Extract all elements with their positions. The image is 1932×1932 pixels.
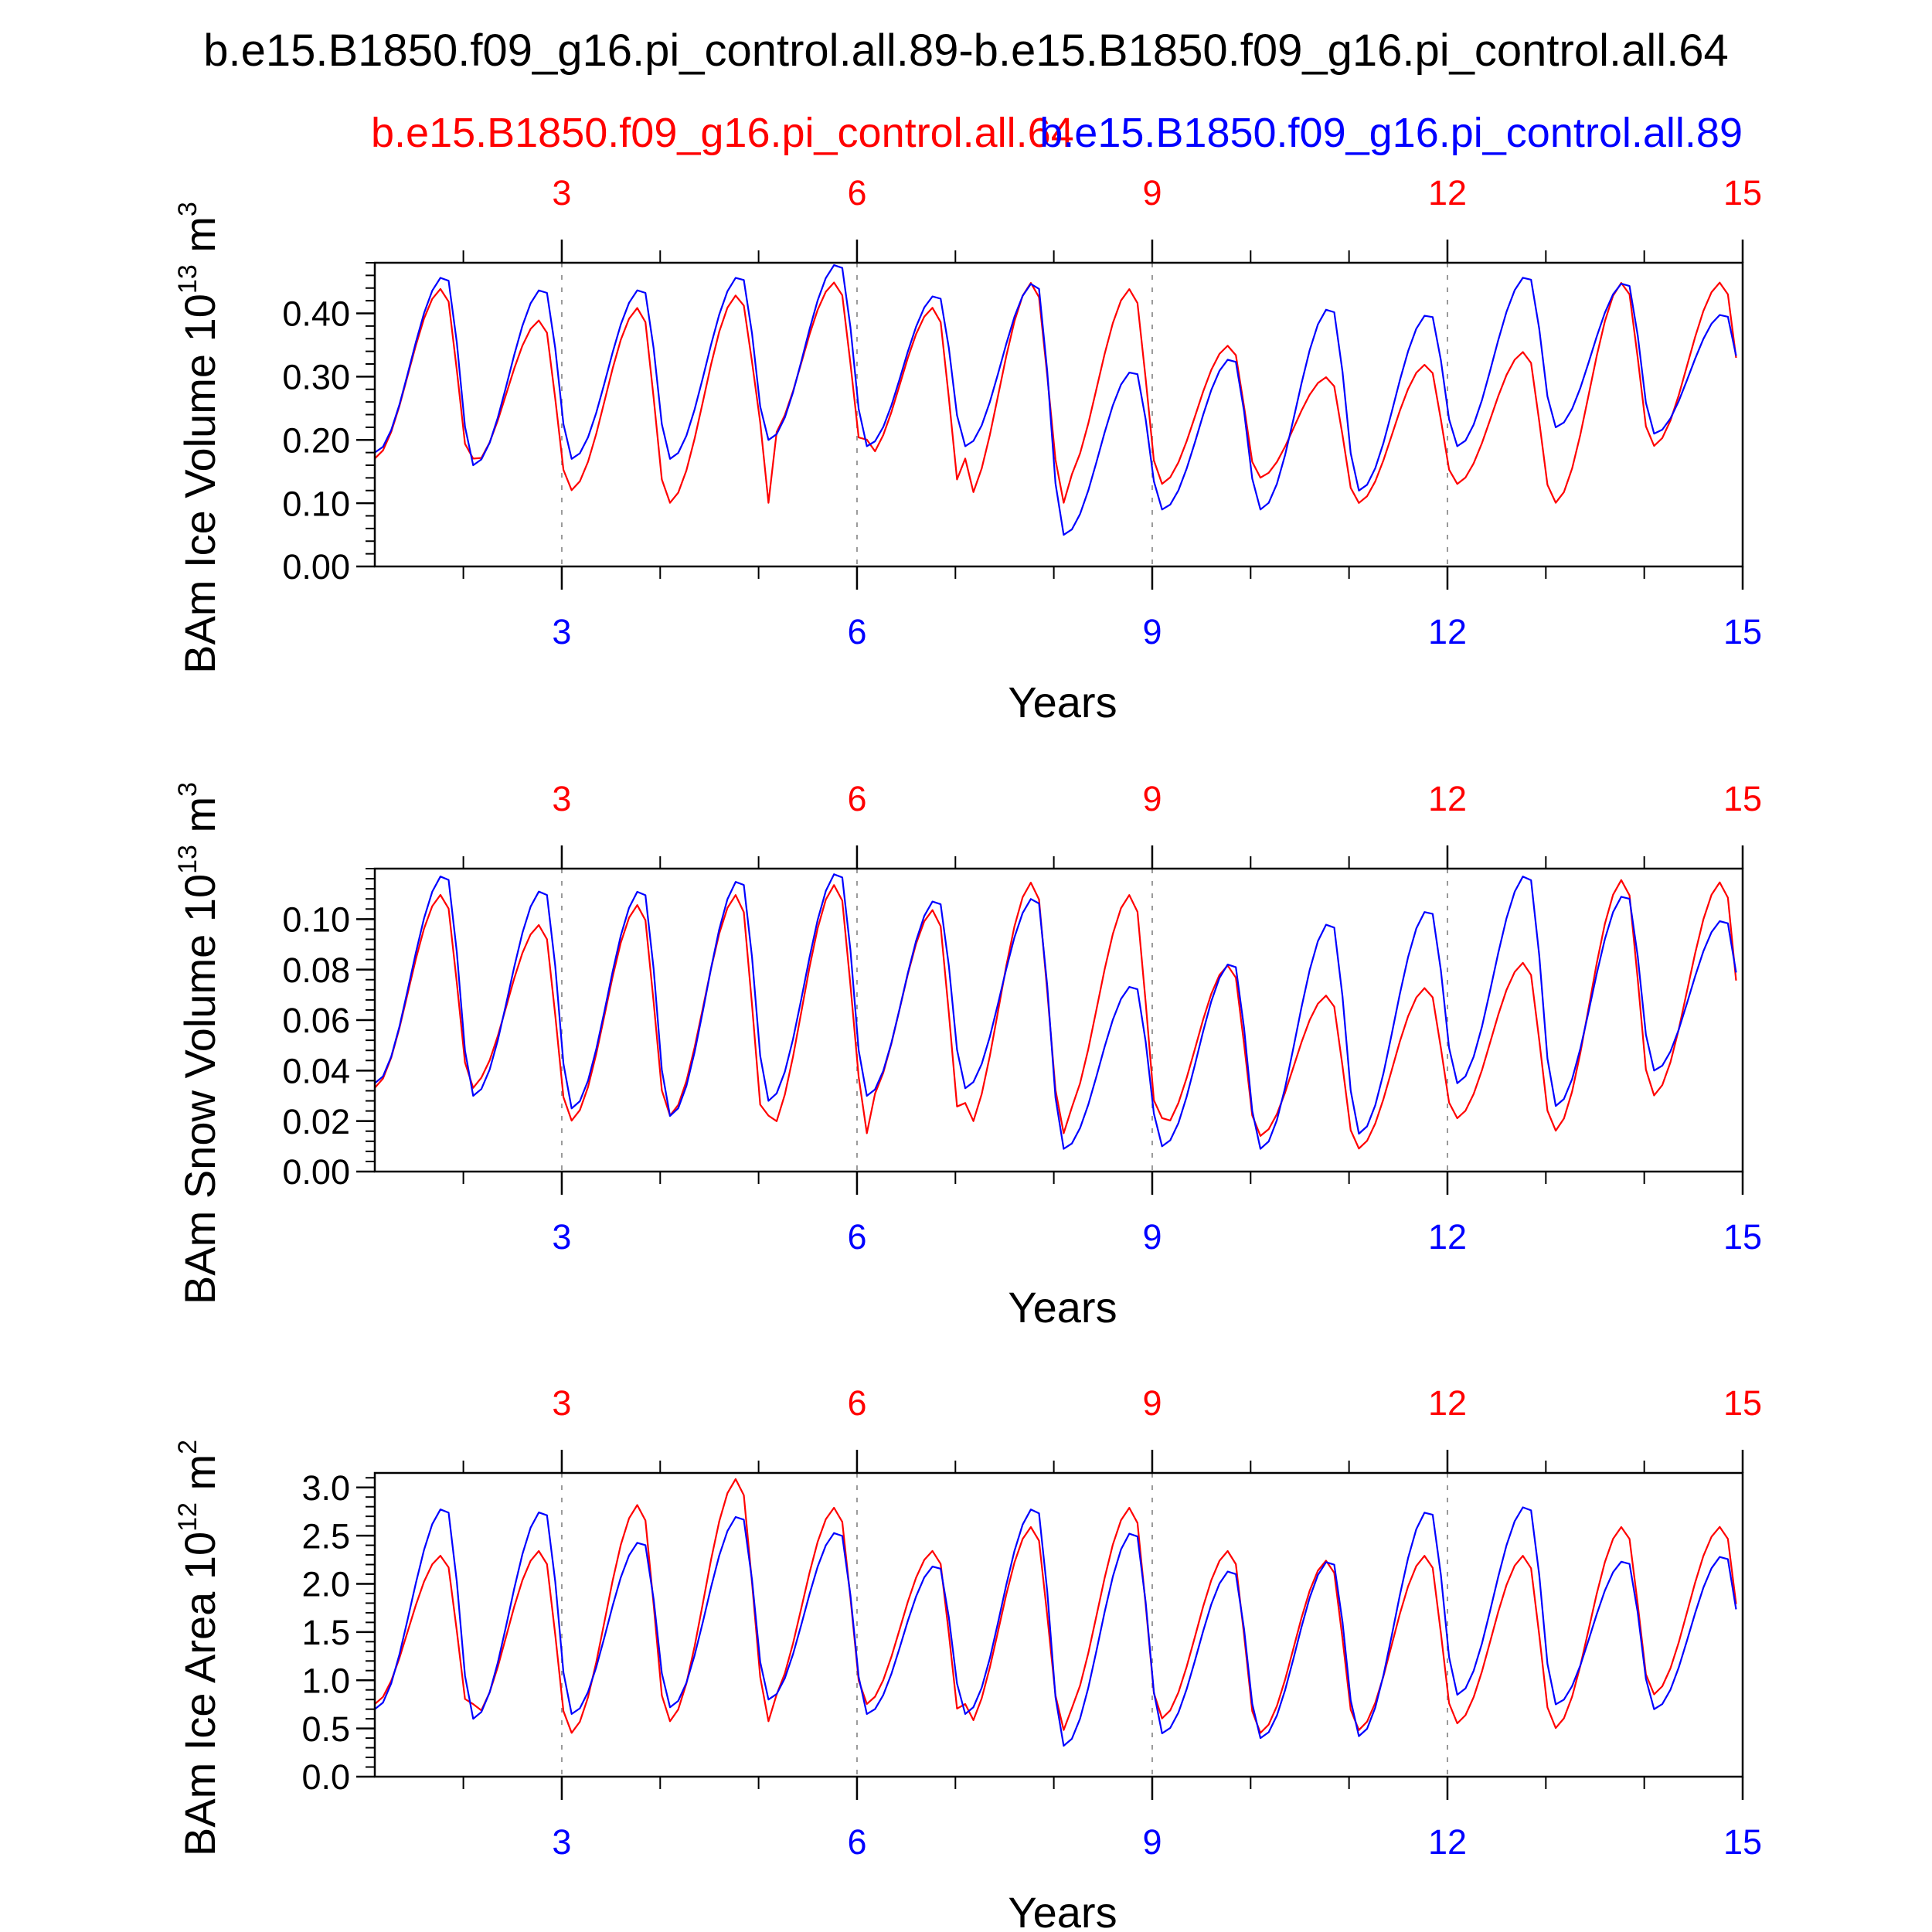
x-tick-label-bottom: 9 xyxy=(1142,1822,1162,1862)
x-tick-label-bottom: 6 xyxy=(847,1217,866,1257)
x-tick-label-bottom: 9 xyxy=(1142,612,1162,651)
plot-frame xyxy=(373,1471,1744,1778)
x-tick-label-bottom: 12 xyxy=(1428,1822,1467,1862)
y-label-unit: m xyxy=(175,1454,224,1502)
x-axis-label: Years xyxy=(1008,1888,1117,1932)
y-tick-label: 0.06 xyxy=(282,1001,350,1040)
x-tick-label-top: 6 xyxy=(847,173,866,213)
y-tick-label: 1.5 xyxy=(301,1613,350,1652)
y-tick-label: 0.08 xyxy=(282,951,350,990)
x-tick-label-bottom: 9 xyxy=(1142,1217,1162,1257)
x-tick-label-bottom: 3 xyxy=(552,1822,571,1862)
x-tick-label-bottom: 15 xyxy=(1723,612,1762,651)
y-tick-label: 3.0 xyxy=(301,1468,350,1508)
y-tick-label: 1.0 xyxy=(301,1661,350,1700)
y-tick-label: 0.00 xyxy=(282,1152,350,1192)
y-tick-label: 0.30 xyxy=(282,358,350,397)
x-tick-label-top: 3 xyxy=(552,173,571,213)
y-axis-label: BAm Snow Volume 1013 m3 xyxy=(173,782,224,1304)
x-tick-label-top: 15 xyxy=(1723,173,1762,213)
y-tick-label: 0.10 xyxy=(282,484,350,523)
y-tick-label: 2.5 xyxy=(301,1516,350,1556)
x-tick-label-top: 9 xyxy=(1142,173,1162,213)
x-tick-label-top: 9 xyxy=(1142,779,1162,818)
y-tick-label: 0.10 xyxy=(282,900,350,940)
x-tick-label-top: 3 xyxy=(552,1383,571,1423)
x-tick-label-bottom: 6 xyxy=(847,612,866,651)
y-tick-label: 0.00 xyxy=(282,547,350,587)
series-line-run64 xyxy=(374,879,1737,1150)
x-tick-label-top: 6 xyxy=(847,779,866,818)
legend-run64: b.e15.B1850.f09_g16.pi_control.all.64 xyxy=(371,110,1074,156)
y-label-exponent: 13 xyxy=(173,264,202,294)
y-tick-label: 0.04 xyxy=(282,1052,350,1091)
x-tick-label-top: 12 xyxy=(1428,173,1467,213)
x-axis-label: Years xyxy=(1008,1283,1117,1332)
series-line-run89 xyxy=(374,264,1737,536)
x-tick-label-top: 15 xyxy=(1723,1383,1762,1423)
x-tick-label-bottom: 12 xyxy=(1428,1217,1467,1257)
panel-ice-area: 0.0 0.5 1.0 1.5 2.0 2.5 3.0 3 3 6 6 9 9 12 12 15 15 Years… xyxy=(173,1383,1762,1932)
y-tick-label: 2.0 xyxy=(301,1565,350,1604)
y-label-unit-power: 2 xyxy=(173,1440,202,1454)
x-tick-label-top: 6 xyxy=(847,1383,866,1423)
series-line-run89 xyxy=(374,873,1737,1150)
legend-run89: b.e15.B1850.f09_g16.pi_control.all.89 xyxy=(1039,110,1743,156)
x-tick-label-bottom: 15 xyxy=(1723,1217,1762,1257)
y-label-unit: m xyxy=(175,216,224,264)
y-label-unit: m xyxy=(175,797,224,845)
y-axis-label: BAm Ice Volume 1013 m3 xyxy=(173,202,224,674)
panel-ice-volume: 0.00 0.10 0.20 0.30 0.40 3 3 6 6 9 9 12 12 15 15 Years B… xyxy=(173,173,1762,726)
x-tick-label-bottom: 12 xyxy=(1428,612,1467,651)
y-label-exponent: 13 xyxy=(173,845,202,874)
y-axis-label: BAm Ice Area 1012 m2 xyxy=(173,1440,224,1856)
x-tick-label-top: 12 xyxy=(1428,779,1467,818)
y-tick-label: 0.02 xyxy=(282,1102,350,1141)
y-tick-label: 0.0 xyxy=(301,1757,350,1797)
y-tick-label: 0.20 xyxy=(282,420,350,460)
x-tick-label-bottom: 3 xyxy=(552,1217,571,1257)
y-tick-label: 0.5 xyxy=(301,1709,350,1749)
x-axis-label: Years xyxy=(1008,678,1117,726)
x-tick-label-bottom: 6 xyxy=(847,1822,866,1862)
x-tick-label-top: 15 xyxy=(1723,779,1762,818)
x-tick-label-bottom: 3 xyxy=(552,612,571,651)
y-label-text: BAm Ice Area 10 xyxy=(175,1532,224,1856)
y-label-unit-power: 3 xyxy=(173,202,202,216)
y-label-text: BAm Ice Volume 10 xyxy=(175,294,224,674)
y-label-unit-power: 3 xyxy=(173,782,202,797)
x-tick-label-top: 9 xyxy=(1142,1383,1162,1423)
x-tick-label-top: 3 xyxy=(552,779,571,818)
series-line-run64 xyxy=(374,281,1737,504)
x-tick-label-top: 12 xyxy=(1428,1383,1467,1423)
panel-snow-volume: 0.00 0.02 0.04 0.06 0.08 0.10 3 3 6 6 9 9 12 12 15 15 Ye… xyxy=(173,779,1762,1332)
y-tick-label: 0.40 xyxy=(282,294,350,334)
figure-title: b.e15.B1850.f09_g16.pi_control.all.89-b.… xyxy=(203,26,1729,76)
y-label-text: BAm Snow Volume 10 xyxy=(175,874,224,1304)
y-label-exponent: 12 xyxy=(173,1502,202,1532)
x-tick-label-bottom: 15 xyxy=(1723,1822,1762,1862)
series-line-run89 xyxy=(374,1506,1737,1747)
